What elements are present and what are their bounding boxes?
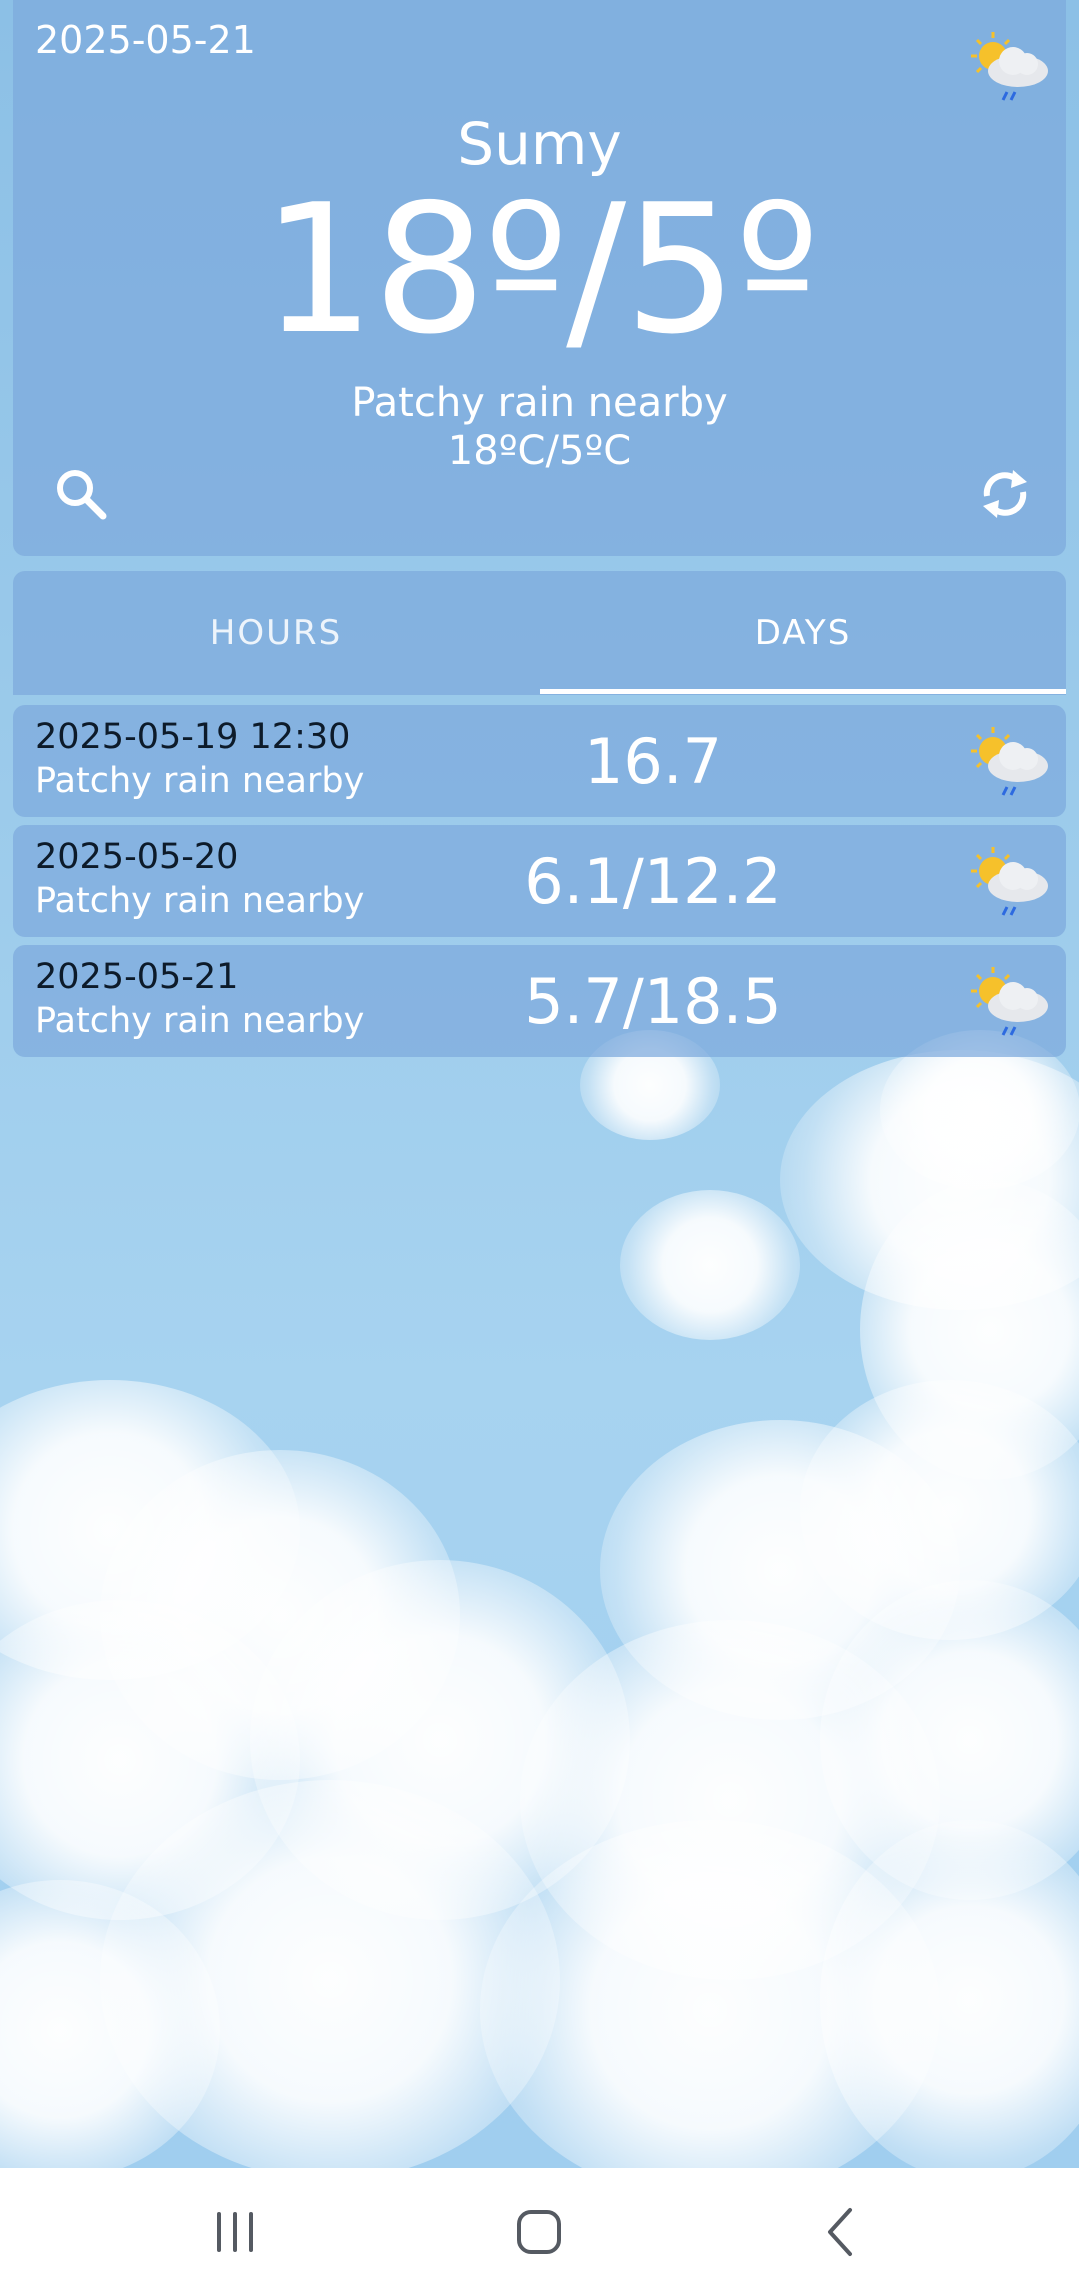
partly-cloudy-rain-icon	[971, 32, 1048, 101]
forecast-row[interactable]: 2025-05-21 Patchy rain nearby 5.7/18.5	[13, 945, 1066, 1057]
current-date: 2025-05-21	[35, 18, 256, 62]
recent-apps-icon[interactable]	[195, 2192, 275, 2272]
refresh-icon[interactable]	[973, 462, 1037, 526]
forecast-date: 2025-05-21	[35, 957, 239, 997]
forecast-temp: 16.7	[583, 724, 723, 798]
search-icon[interactable]	[49, 462, 113, 526]
current-temp-range: 18º/5º	[261, 166, 819, 373]
partly-cloudy-rain-icon	[971, 727, 1048, 796]
forecast-temp: 5.7/18.5	[524, 964, 782, 1038]
tab-days[interactable]: DAYS	[754, 613, 852, 653]
forecast-row[interactable]: 2025-05-19 12:30 Patchy rain nearby 16.7	[13, 705, 1066, 817]
forecast-condition: Patchy rain nearby	[35, 761, 365, 801]
forecast-date: 2025-05-19 12:30	[35, 717, 351, 757]
home-icon[interactable]	[499, 2192, 579, 2272]
current-temp-celsius: 18ºC/5ºC	[447, 428, 632, 474]
forecast-condition: Patchy rain nearby	[35, 881, 365, 921]
forecast-row[interactable]: 2025-05-20 Patchy rain nearby 6.1/12.2	[13, 825, 1066, 937]
forecast-tabs: HOURS DAYS	[13, 571, 1066, 695]
sky-background	[0, 1030, 1079, 2168]
forecast-date: 2025-05-20	[35, 837, 239, 877]
city-name: Sumy	[457, 110, 622, 178]
back-icon[interactable]	[800, 2192, 880, 2272]
partly-cloudy-rain-icon	[971, 967, 1048, 1036]
tab-selected-indicator	[540, 689, 1066, 694]
current-condition: Patchy rain nearby	[351, 380, 728, 426]
system-navigation-bar	[0, 2168, 1079, 2296]
forecast-condition: Patchy rain nearby	[35, 1001, 365, 1041]
current-weather-panel: 2025-05-21 Sumy 18º/5º Patchy rain nearb…	[13, 0, 1066, 556]
forecast-temp: 6.1/12.2	[524, 844, 782, 918]
tab-hours[interactable]: HOURS	[209, 613, 343, 653]
partly-cloudy-rain-icon	[971, 847, 1048, 916]
